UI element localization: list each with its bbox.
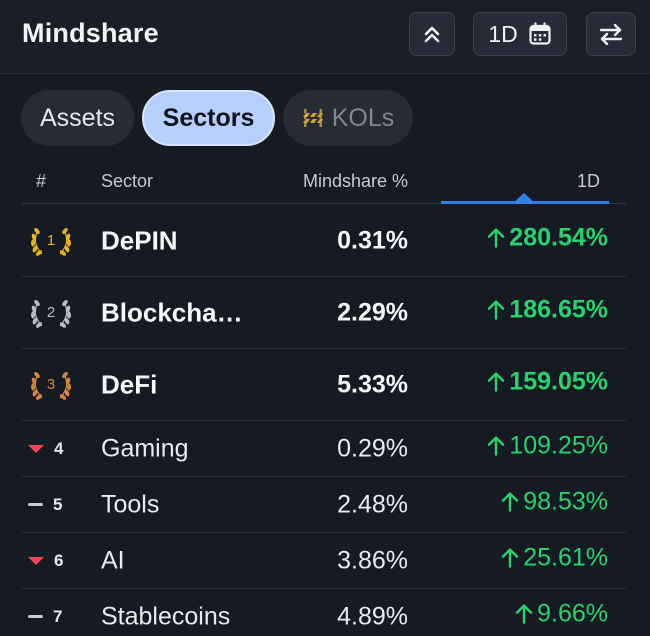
mindshare-value: 0.29% <box>337 434 408 462</box>
bronze-laurel-icon: 3 <box>28 370 74 400</box>
tab-kols[interactable]: KOLs <box>283 90 413 146</box>
tab-kols-label: KOLs <box>331 103 395 132</box>
change-percent: 9.66% <box>537 599 608 628</box>
rank-number: 1 <box>46 231 56 249</box>
rank-number: 3 <box>46 375 56 393</box>
change-percent: 186.65% <box>509 295 608 324</box>
arrow-up-icon <box>488 372 505 392</box>
change-percent: 109.25% <box>509 431 608 460</box>
table-row[interactable]: 3 DeFi 5.33% 159.05% <box>22 349 626 421</box>
table-row[interactable]: 2 Blockcha… 2.29% 186.65% <box>22 277 626 349</box>
sort-indicator-bar <box>441 201 609 204</box>
change-1d-value: 98.53% <box>501 487 608 516</box>
rank-number: 2 <box>46 303 56 321</box>
rank-number: 6 <box>54 550 64 570</box>
mindshare-value: 2.48% <box>337 490 408 518</box>
table-row[interactable]: 1 DePIN 0.31% 280.54% <box>22 205 626 277</box>
table-row[interactable]: 5 Tools 2.48% 98.53% <box>22 477 626 533</box>
sector-name[interactable]: DeFi <box>101 369 158 399</box>
widget-header: Mindshare 1D <box>0 0 650 74</box>
table-row[interactable]: 4 Gaming 0.29% 109.25% <box>22 421 626 477</box>
mindshare-value: 3.86% <box>337 546 408 574</box>
column-header-rank: # <box>36 171 47 191</box>
change-1d-value: 109.25% <box>487 431 608 460</box>
widget-title: Mindshare <box>22 18 159 48</box>
sector-name[interactable]: Blockcha… <box>101 297 243 327</box>
rank-down-icon <box>28 556 44 565</box>
collapse-button[interactable] <box>409 12 455 56</box>
rank-number: 4 <box>54 438 64 458</box>
rank-cell: 3 <box>28 370 74 400</box>
gold-laurel-icon: 1 <box>28 226 74 256</box>
change-percent: 98.53% <box>523 487 608 516</box>
change-1d-value: 280.54% <box>487 223 608 252</box>
rank-cell: 4 <box>28 439 63 459</box>
sector-name[interactable]: AI <box>101 546 125 574</box>
arrow-up-icon <box>515 604 533 624</box>
sort-caret-icon <box>515 193 533 201</box>
rank-cell: 2 <box>28 298 74 328</box>
mindshare-value: 4.89% <box>337 602 408 630</box>
rank-cell: 1 <box>28 226 74 256</box>
column-header-1d[interactable]: 1D <box>576 171 600 191</box>
arrow-up-icon <box>488 300 505 320</box>
arrow-up-icon <box>502 492 519 512</box>
table-row[interactable]: 7 Stablecoins 4.89% 9.66% <box>22 589 626 636</box>
mindshare-value: 0.31% <box>337 226 408 254</box>
period-label: 1D <box>488 20 518 47</box>
change-1d-value: 25.61% <box>501 543 608 572</box>
change-1d-value: 9.66% <box>515 599 608 628</box>
mindshare-value: 5.33% <box>337 370 408 398</box>
rank-cell: 5 <box>28 495 62 515</box>
rank-number: 5 <box>53 494 63 514</box>
change-1d-value: 186.65% <box>487 295 608 324</box>
rank-down-icon <box>28 444 44 453</box>
double-chevron-up-icon <box>424 26 440 43</box>
arrow-up-icon <box>502 548 519 568</box>
rank-cell: 7 <box>28 607 62 627</box>
arrow-up-icon <box>488 228 505 248</box>
tab-assets[interactable]: Assets <box>21 90 134 146</box>
sector-name[interactable]: Gaming <box>101 434 189 462</box>
rank-cell: 6 <box>28 551 63 571</box>
sector-name[interactable]: Tools <box>101 490 160 518</box>
calendar-icon <box>529 22 551 45</box>
change-percent: 159.05% <box>509 367 608 396</box>
tab-sectors[interactable]: Sectors <box>142 90 275 146</box>
period-selector-button[interactable]: 1D <box>473 12 567 56</box>
column-header-sector[interactable]: Sector <box>101 171 154 191</box>
barrier-icon <box>302 109 323 127</box>
table-row[interactable]: 6 AI 3.86% 25.61% <box>22 533 626 589</box>
change-percent: 280.54% <box>509 223 608 252</box>
mindshare-value: 2.29% <box>337 298 408 326</box>
category-tabs: Assets Sectors KOLs <box>21 90 413 146</box>
rank-unchanged-icon <box>28 615 43 618</box>
rank-unchanged-icon <box>28 503 43 506</box>
change-percent: 25.61% <box>523 543 608 572</box>
sector-name[interactable]: Stablecoins <box>101 602 231 630</box>
arrow-up-icon <box>488 436 505 456</box>
sector-table-body: 1 DePIN 0.31% 280.54% 2 Blockcha… 2.29% 186.65%… <box>22 205 626 636</box>
swap-view-button[interactable] <box>586 12 636 56</box>
swap-arrows-icon <box>599 23 623 45</box>
table-header: # Sector Mindshare % 1D <box>22 168 626 204</box>
change-1d-value: 159.05% <box>487 367 608 396</box>
column-header-mindshare[interactable]: Mindshare % <box>302 171 408 191</box>
sector-name[interactable]: DePIN <box>101 225 178 255</box>
rank-number: 7 <box>53 606 63 626</box>
silver-laurel-icon: 2 <box>28 298 74 328</box>
